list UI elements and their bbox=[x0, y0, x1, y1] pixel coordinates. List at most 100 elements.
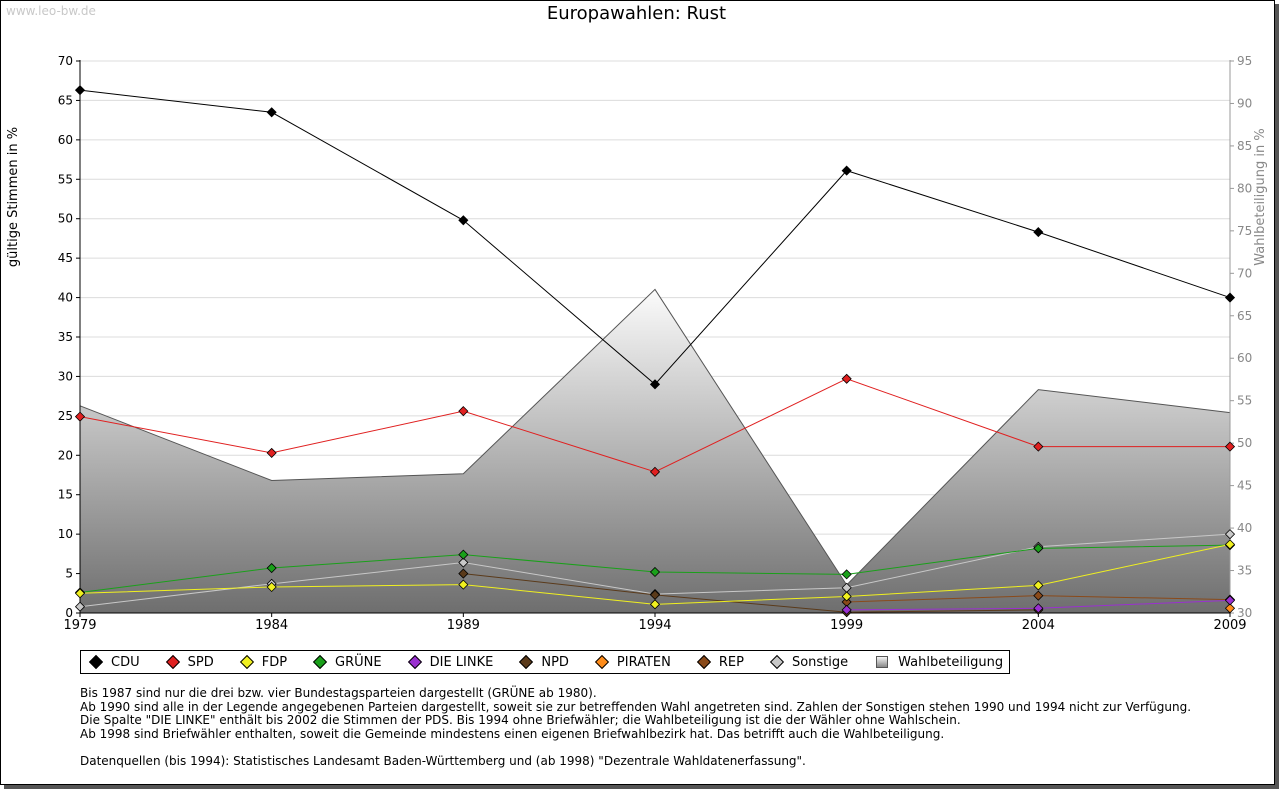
chart-title: Europawahlen: Rust bbox=[546, 3, 727, 24]
y-tick-label: 0 bbox=[65, 606, 73, 620]
note-spacer bbox=[80, 741, 1191, 755]
data-point-piraten bbox=[1224, 603, 1236, 614]
legend-item-fdp: FDP bbox=[236, 655, 287, 670]
data-point-spd bbox=[458, 406, 469, 417]
legend-marker-icon bbox=[165, 654, 180, 670]
y2-tick-label: 95 bbox=[1237, 54, 1252, 68]
legend-marker-icon bbox=[696, 654, 711, 670]
legend-marker-icon bbox=[239, 654, 254, 670]
data-point-fdp bbox=[458, 579, 469, 590]
data-point-fdp bbox=[649, 599, 661, 610]
legend-area-icon bbox=[876, 656, 889, 668]
data-point-gr-ne bbox=[649, 566, 661, 578]
y2-tick-label: 75 bbox=[1237, 224, 1252, 238]
y2-axis-label: Wahlbeteiligung in % bbox=[1253, 128, 1268, 265]
y-tick-label: 25 bbox=[58, 409, 73, 423]
legend-label: PIRATEN bbox=[616, 654, 671, 670]
y-tick-label: 5 bbox=[65, 567, 73, 581]
data-point-fdp bbox=[266, 581, 277, 593]
legend-item-rep: REP bbox=[693, 655, 744, 670]
data-point-cdu bbox=[1224, 292, 1236, 303]
note-line: Ab 1998 sind Briefwähler enthalten, sowe… bbox=[80, 726, 945, 741]
legend-label: DIE LINKE bbox=[429, 654, 494, 670]
data-point-cdu bbox=[841, 165, 852, 176]
y-tick-label: 35 bbox=[58, 330, 73, 344]
data-point-spd bbox=[74, 411, 86, 422]
legend-item-spd: SPD bbox=[162, 655, 214, 670]
data-point-die-linke bbox=[1033, 603, 1044, 614]
note-line: Datenquellen (bis 1994): Statistisches L… bbox=[80, 753, 806, 768]
data-point-npd bbox=[458, 568, 469, 579]
y-tick-label: 40 bbox=[58, 291, 73, 305]
data-point-spd bbox=[266, 447, 277, 458]
legend-item-cdu: CDU bbox=[85, 655, 140, 670]
y2-tick-label: 90 bbox=[1237, 96, 1252, 110]
legend-marker-icon bbox=[519, 654, 534, 670]
x-tick-label: 2004 bbox=[1022, 618, 1055, 633]
x-tick-label: 1979 bbox=[63, 618, 96, 633]
data-point-gr-ne bbox=[266, 562, 277, 574]
y-tick-label: 65 bbox=[58, 93, 73, 107]
y-tick-label: 60 bbox=[58, 133, 73, 147]
legend-marker-icon bbox=[88, 654, 104, 670]
turnout-line bbox=[79, 288, 1231, 586]
data-point-spd bbox=[1033, 441, 1044, 452]
y-tick-label: 70 bbox=[58, 54, 73, 68]
legend-item-wahlbeteiligung: Wahlbeteiligung bbox=[870, 655, 1003, 670]
x-tick-label: 1989 bbox=[447, 618, 480, 633]
data-point-fdp bbox=[1224, 539, 1236, 550]
y2-tick-label: 65 bbox=[1237, 309, 1252, 323]
legend-item-gr-ne: GRÜNE bbox=[309, 655, 382, 670]
y2-tick-label: 30 bbox=[1237, 606, 1252, 620]
y2-tick-label: 70 bbox=[1237, 266, 1252, 280]
data-point-rep bbox=[1033, 590, 1044, 601]
data-point-spd bbox=[841, 373, 852, 384]
y-tick-label: 55 bbox=[58, 172, 73, 186]
data-point-gr-ne bbox=[1033, 543, 1044, 554]
x-tick-label: 2009 bbox=[1213, 618, 1246, 633]
legend-marker-icon bbox=[594, 654, 609, 670]
y-tick-label: 20 bbox=[58, 448, 73, 462]
legend-item-npd: NPD bbox=[515, 655, 569, 670]
y2-tick-label: 35 bbox=[1237, 564, 1252, 578]
data-point-die-linke bbox=[841, 604, 852, 615]
y-tick-label: 15 bbox=[58, 488, 73, 502]
data-point-sonstige bbox=[74, 601, 86, 612]
y2-tick-label: 50 bbox=[1237, 436, 1252, 450]
y2-tick-label: 55 bbox=[1237, 394, 1252, 408]
x-tick-label: 1999 bbox=[830, 618, 863, 633]
y2-tick-label: 85 bbox=[1237, 139, 1252, 153]
note-line: Bis 1987 sind nur die drei bzw. vier Bun… bbox=[80, 686, 597, 700]
data-point-cdu bbox=[266, 107, 277, 118]
data-point-fdp bbox=[841, 591, 852, 602]
data-point-sonstige bbox=[1224, 529, 1236, 540]
data-point-fdp bbox=[1033, 580, 1044, 591]
legend: CDU SPD FDP GRÜNE DIE LINKE NPD PIRATEN REP Sons… bbox=[80, 650, 1011, 674]
y2-tick-label: 40 bbox=[1237, 521, 1252, 535]
legend-label: FDP bbox=[261, 654, 288, 670]
data-point-gr-ne bbox=[841, 569, 852, 580]
note-line: Ab 1990 sind alle in der Legende angegeb… bbox=[80, 699, 1192, 714]
legend-label: Sonstige bbox=[791, 654, 849, 670]
y-tick-label: 30 bbox=[58, 369, 73, 383]
data-point-cdu bbox=[74, 85, 86, 96]
data-point-fdp bbox=[74, 588, 86, 599]
x-tick-label: 1984 bbox=[255, 618, 288, 633]
y2-tick-label: 45 bbox=[1237, 479, 1252, 493]
data-point-gr-ne bbox=[458, 549, 469, 560]
y2-tick-label: 80 bbox=[1237, 181, 1252, 195]
legend-label: GRÜNE bbox=[335, 654, 382, 670]
x-tick-label: 1994 bbox=[638, 618, 671, 633]
turnout-area bbox=[80, 289, 1230, 613]
notes: Bis 1987 sind nur die drei bzw. vier Bun… bbox=[80, 686, 1192, 769]
data-point-cdu bbox=[649, 379, 661, 390]
legend-label: Wahlbeteiligung bbox=[898, 654, 1004, 670]
y-axis-label: gültige Stimmen in % bbox=[6, 127, 21, 267]
y-tick-label: 50 bbox=[58, 212, 73, 226]
note-line: Die Spalte "DIE LINKE" enthält bis 2002 … bbox=[80, 713, 961, 728]
legend-label: CDU bbox=[111, 654, 140, 670]
series-line-npd bbox=[463, 573, 1039, 613]
legend-item-die-linke: DIE LINKE bbox=[404, 654, 494, 670]
data-point-cdu bbox=[1033, 227, 1044, 238]
